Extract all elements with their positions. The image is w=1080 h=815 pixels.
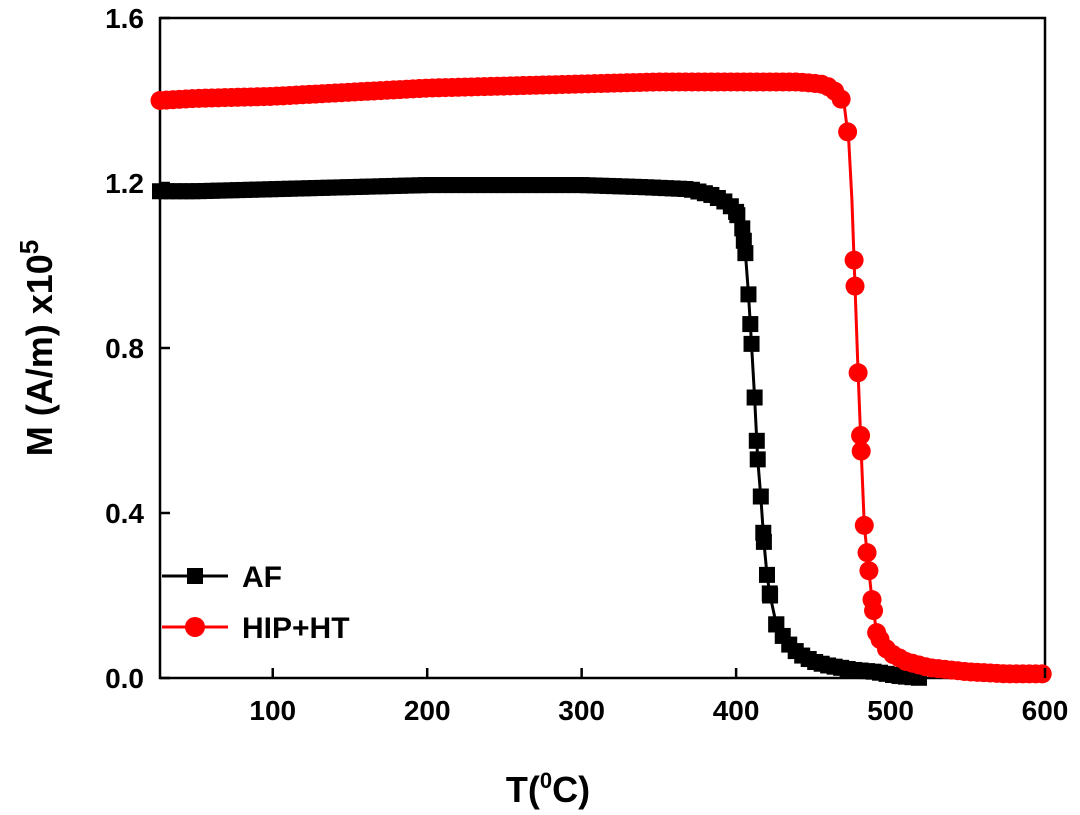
data-point xyxy=(854,515,874,535)
x-tick-label: 400 xyxy=(713,695,760,726)
data-point xyxy=(755,533,772,550)
y-axis-title-superscript: 5 xyxy=(14,240,44,254)
y-tick-label: 0.8 xyxy=(105,333,144,364)
plot-area xyxy=(150,16,1052,686)
data-point xyxy=(742,316,759,333)
data-point xyxy=(758,566,775,583)
y-tick-label: 0.4 xyxy=(105,498,144,529)
series-line xyxy=(160,183,922,680)
y-axis: 0.0 0.4 0.8 1.2 1.6 xyxy=(105,3,170,694)
y-tick-label: 1.6 xyxy=(105,3,144,34)
legend-label-hip-ht: HIP+HT xyxy=(242,612,350,645)
series-layer xyxy=(150,72,1052,686)
legend-item-hip-ht: HIP+HT xyxy=(162,612,350,645)
x-tick-label: 100 xyxy=(249,695,296,726)
x-axis-title-end: C) xyxy=(552,769,590,810)
data-point xyxy=(743,335,760,352)
data-point xyxy=(867,623,887,643)
legend: AF HIP+HT xyxy=(162,561,350,645)
legend-marker-af xyxy=(187,568,203,584)
data-point xyxy=(768,616,785,633)
x-axis: 100 200 300 400 500 600 xyxy=(249,668,1068,726)
data-point xyxy=(752,488,769,505)
data-point xyxy=(862,590,882,610)
data-point xyxy=(735,232,752,249)
x-tick-label: 300 xyxy=(558,695,605,726)
data-point xyxy=(851,425,871,445)
data-point xyxy=(831,89,851,109)
series-1 xyxy=(150,72,1052,684)
data-point xyxy=(740,286,757,303)
data-point xyxy=(848,363,868,383)
data-point xyxy=(844,250,864,270)
data-point xyxy=(728,203,745,220)
data-point xyxy=(857,543,877,563)
data-point xyxy=(1032,664,1052,684)
series-0 xyxy=(152,177,927,686)
x-tick-label: 500 xyxy=(867,695,914,726)
data-point xyxy=(859,561,879,581)
data-point xyxy=(748,432,765,449)
data-point xyxy=(845,276,865,296)
data-point xyxy=(851,441,871,461)
x-axis-title-main: T( xyxy=(506,769,540,810)
y-tick-label: 1.2 xyxy=(105,168,144,199)
y-axis-title: M (A/m) x105 xyxy=(14,240,60,457)
data-point xyxy=(734,220,751,237)
legend-label-af: AF xyxy=(242,561,282,594)
x-axis-title-superscript: 0 xyxy=(540,768,552,793)
data-point xyxy=(762,587,779,604)
legend-marker-hip-ht xyxy=(185,617,205,637)
data-point xyxy=(746,389,763,406)
x-axis-title: T(0C) xyxy=(506,768,590,810)
series-line xyxy=(159,80,1045,676)
y-axis-title-main: M (A/m) x10 xyxy=(19,254,60,456)
plot-frame xyxy=(158,16,1047,680)
y-tick-label: 0.0 xyxy=(105,663,144,694)
data-point xyxy=(737,245,754,262)
data-point xyxy=(749,451,766,468)
legend-item-af: AF xyxy=(162,561,282,594)
x-tick-label: 600 xyxy=(1022,695,1069,726)
data-point xyxy=(838,122,858,142)
x-tick-label: 200 xyxy=(404,695,451,726)
